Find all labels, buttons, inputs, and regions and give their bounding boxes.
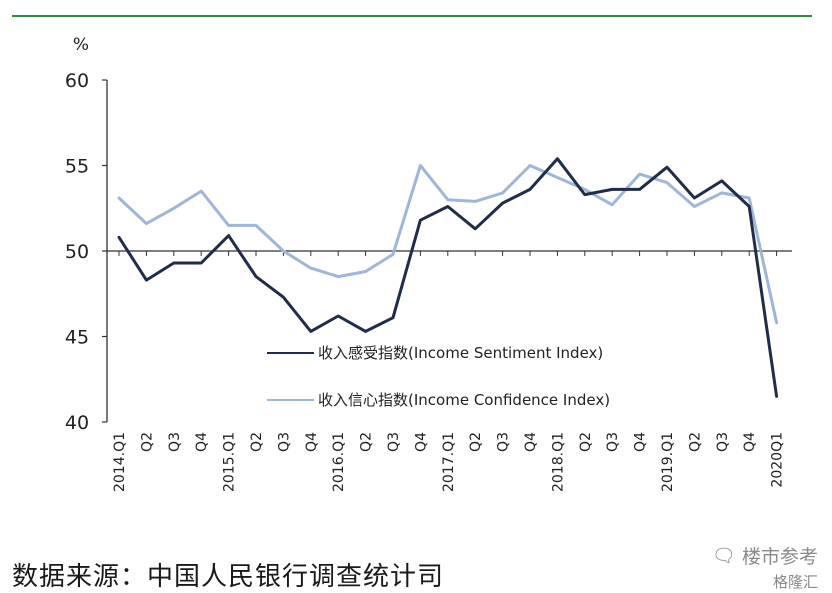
x-tick-label: 2014.Q1 [112, 432, 128, 492]
wechat-icon: 🗨 [711, 545, 736, 567]
x-tick-label: Q4 [523, 432, 539, 452]
x-tick-label: Q4 [633, 432, 649, 452]
x-tick-label: Q2 [578, 432, 594, 452]
watermark: 🗨 楼市参考 格隆汇 [712, 542, 818, 592]
x-tick-label: Q2 [468, 432, 484, 452]
x-tick-label: Q4 [304, 432, 320, 452]
axes [102, 79, 792, 423]
x-tick-label: Q2 [139, 432, 155, 452]
series-lines [117, 157, 779, 398]
x-tick-label: 2018.Q1 [550, 432, 566, 492]
x-tick-label: Q3 [167, 432, 183, 452]
data-source-note: 数据来源：中国人民银行调查统计司 [12, 562, 445, 592]
y-tick-label: 40 [65, 412, 89, 434]
x-tick-label: Q3 [496, 432, 512, 452]
series-line-income-sentiment [117, 157, 779, 398]
x-tick-label: Q3 [605, 432, 621, 452]
y-axis-unit: % [73, 35, 89, 55]
x-tick-label: 2016.Q1 [331, 432, 347, 492]
x-tick-label: Q2 [359, 432, 375, 452]
legend: 收入感受指数(Income Sentiment Index) 收入信心指数(Inc… [267, 344, 610, 409]
x-tick-label: 2019.Q1 [660, 432, 676, 492]
x-tick-label: Q3 [386, 432, 402, 452]
x-tick-label: Q4 [413, 432, 429, 452]
x-tick-label: Q2 [687, 432, 703, 452]
series-line-income-confidence [117, 164, 779, 325]
legend-label: 收入感受指数(Income Sentiment Index) [318, 344, 603, 362]
x-tick-label: Q3 [276, 432, 292, 452]
x-tick-label: Q4 [194, 432, 210, 452]
watermark-bottom-text: 格隆汇 [772, 573, 818, 591]
legend-label: 收入信心指数(Income Confidence Index) [318, 391, 610, 409]
y-tick-label: 45 [65, 327, 89, 349]
x-tick-labels: 2014.Q1 Q2 Q3 Q4 2015.Q1 Q2 Q3 Q4 2016.Q1 Q2 Q3 Q4 2… [112, 432, 786, 492]
y-tick-label: 55 [65, 156, 89, 178]
watermark-top-text: 楼市参考 [741, 546, 818, 568]
y-tick-label: 60 [65, 70, 89, 92]
x-tick-label: 2020Q1 [770, 432, 786, 488]
y-tick-label: 50 [65, 241, 89, 263]
y-tick-labels: 40 45 50 55 60 [65, 70, 89, 434]
x-tick-label: 2017.Q1 [441, 432, 457, 492]
x-tick-label: Q4 [742, 432, 758, 452]
x-tick-label: Q3 [715, 432, 731, 452]
x-tick-label: 2015.Q1 [222, 432, 238, 492]
x-tick-label: Q2 [249, 432, 265, 452]
